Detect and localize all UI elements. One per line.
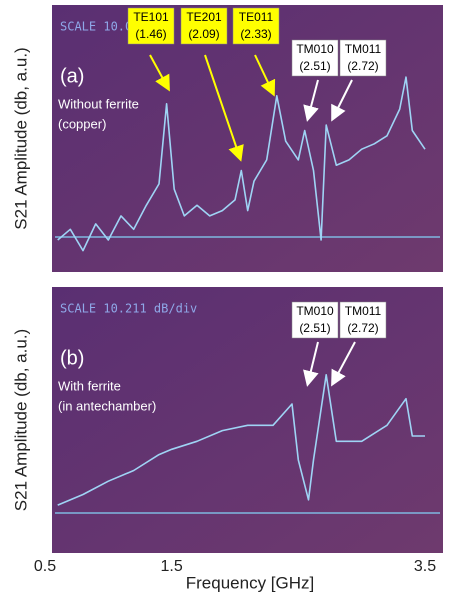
annotation-box: [339, 301, 387, 339]
annotation-box: [180, 7, 228, 45]
annotation-text: TM011: [345, 304, 382, 318]
annotation-box: [232, 7, 280, 45]
y-axis-label: S21 Amplitude (db, a.u.): [11, 47, 30, 229]
scope-text: SCALE 10.211 dB/div: [60, 302, 197, 316]
trace: [57, 374, 425, 506]
annotation-text: (2.72): [347, 59, 378, 73]
annotation-text: TE011: [239, 10, 274, 24]
arrow: [331, 341, 356, 387]
trace: [57, 76, 426, 252]
arrow: [303, 341, 319, 387]
annotation-box: [339, 39, 387, 77]
annotation-text: TM010: [296, 304, 334, 318]
annotation-text: (2.09): [188, 27, 219, 41]
annotation-text: (2.51): [299, 321, 330, 335]
x-tick-label: 1.5: [161, 558, 183, 575]
arrow: [149, 54, 170, 92]
arrow: [331, 79, 353, 122]
x-axis-label: Frequency [GHz]: [186, 573, 315, 592]
y-axis-label: S21 Amplitude (db, a.u.): [11, 329, 30, 511]
annotation-text: (2.72): [347, 321, 378, 335]
panel-note: With ferrite: [58, 378, 121, 393]
annotation-text: (2.51): [299, 59, 330, 73]
arrow: [204, 54, 244, 162]
annotation-text: TM011: [345, 42, 382, 56]
panel-note: (copper): [58, 116, 106, 131]
panel-note: Without ferrite: [58, 96, 139, 111]
x-tick-label: 3.5: [414, 558, 436, 575]
arrow: [303, 79, 319, 122]
panel-label: (b): [60, 347, 84, 369]
x-tick-label: 0.5: [34, 558, 56, 575]
annotation-text: (2.33): [240, 27, 271, 41]
annotation-text: TM010: [296, 42, 334, 56]
annotation-box: [291, 39, 339, 77]
panel-label: (a): [60, 65, 84, 87]
panel-note: (in antechamber): [58, 398, 156, 413]
annotation-text: TE101: [133, 10, 169, 24]
annotation-text: TE201: [186, 10, 222, 24]
scope-text: SCALE 10.0: [60, 20, 132, 34]
arrow: [254, 54, 276, 97]
annotation-box: [291, 301, 339, 339]
annotation-box: [127, 7, 175, 45]
annotation-text: (1.46): [135, 27, 166, 41]
